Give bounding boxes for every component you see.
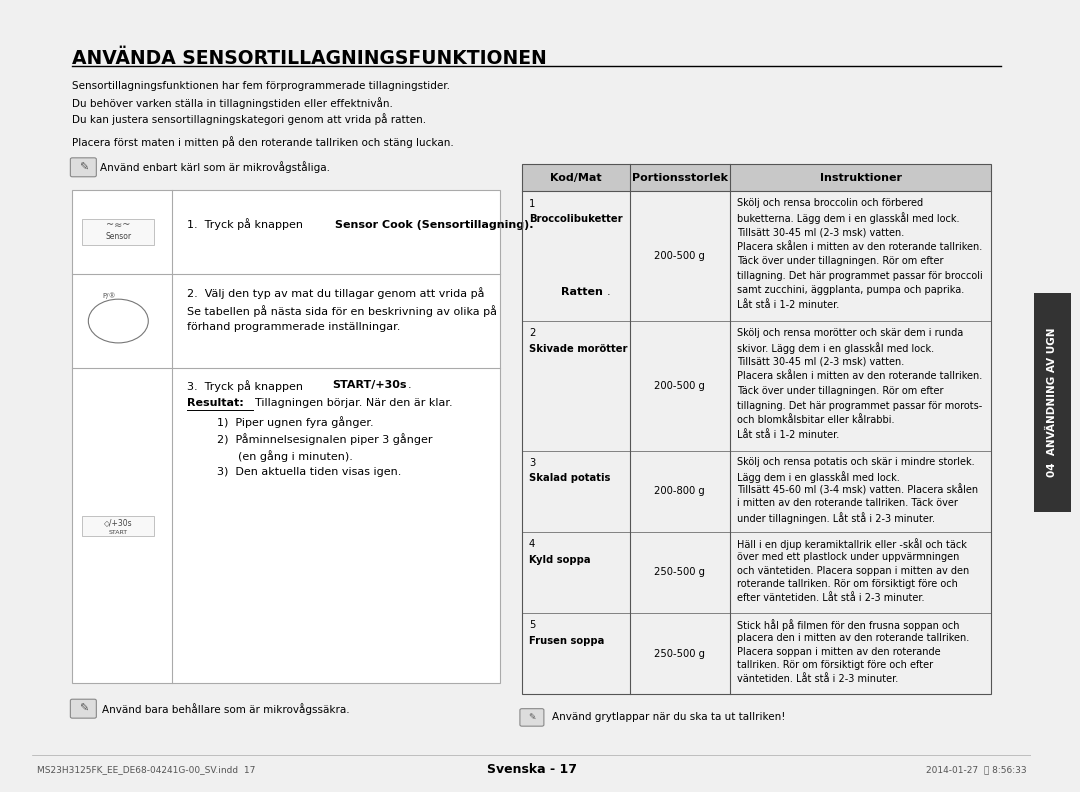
Text: Sensortillagningsfunktionen har fem förprogrammerade tillagningstider.: Sensortillagningsfunktionen har fem förp…	[72, 81, 450, 90]
Text: Använd bara behållare som är mikrovågssäkra.: Använd bara behållare som är mikrovågssä…	[103, 703, 350, 714]
Text: Du behöver varken ställa in tillagningstiden eller effektnivån.: Du behöver varken ställa in tillagningst…	[72, 97, 393, 109]
Text: ✎: ✎	[79, 162, 89, 173]
Text: Placera skålen i mitten av den roterande tallriken.: Placera skålen i mitten av den roterande…	[737, 242, 982, 252]
Text: Tillsätt 30-45 ml (2-3 msk) vatten.: Tillsätt 30-45 ml (2-3 msk) vatten.	[737, 357, 904, 367]
Text: i mitten av den roterande tallriken. Täck över: i mitten av den roterande tallriken. Täc…	[737, 498, 958, 508]
Text: 2.  Välj den typ av mat du tillagar genom att vrida på: 2. Välj den typ av mat du tillagar genom…	[187, 287, 488, 299]
Text: 04  ANVÄNDNING AV UGN: 04 ANVÄNDNING AV UGN	[1048, 328, 1057, 478]
Text: Placera först maten i mitten på den roterande tallriken och stäng luckan.: Placera först maten i mitten på den rote…	[72, 136, 454, 148]
Text: Portionsstorlek: Portionsstorlek	[632, 173, 728, 182]
Text: Se tabellen på nästa sida för en beskrivning av olika på: Se tabellen på nästa sida för en beskriv…	[187, 305, 497, 317]
Text: tillagning. Det här programmet passar för broccoli: tillagning. Det här programmet passar fö…	[737, 271, 983, 281]
Text: Broccolibuketter: Broccolibuketter	[529, 214, 622, 224]
Text: Tillagningen börjar. När den är klar.: Tillagningen börjar. När den är klar.	[255, 398, 453, 409]
Text: Skölj och rensa broccolin och förbered: Skölj och rensa broccolin och förbered	[737, 198, 922, 208]
Text: samt zucchini, äggplanta, pumpa och paprika.: samt zucchini, äggplanta, pumpa och papr…	[737, 285, 964, 295]
Text: över med ett plastlock under uppvärmningen: över med ett plastlock under uppvärmning…	[737, 552, 959, 562]
Text: under tillagningen. Låt stå i 2-3 minuter.: under tillagningen. Låt stå i 2-3 minute…	[737, 512, 934, 524]
Text: 250-500 g: 250-500 g	[654, 568, 705, 577]
Text: efter väntetiden. Låt stå i 2-3 minuter.: efter väntetiden. Låt stå i 2-3 minuter.	[737, 593, 924, 603]
Bar	[82, 516, 154, 536]
Text: ~≈~: ~≈~	[106, 219, 131, 230]
Text: 1: 1	[529, 199, 536, 208]
Text: MS23H3125FK_EE_DE68-04241G-00_SV.indd  17: MS23H3125FK_EE_DE68-04241G-00_SV.indd 17	[38, 765, 256, 775]
Text: Resultat:: Resultat:	[187, 398, 244, 409]
Text: ✎: ✎	[528, 713, 536, 722]
Text: Låt stå i 1-2 minuter.: Låt stå i 1-2 minuter.	[737, 430, 839, 440]
Text: Stick hål på filmen för den frusna soppan och: Stick hål på filmen för den frusna soppa…	[737, 619, 959, 631]
Bar	[72, 190, 500, 683]
Text: och blomkålsbitar eller kålrabbi.: och blomkålsbitar eller kålrabbi.	[737, 415, 894, 425]
Bar	[522, 164, 991, 694]
Text: 2: 2	[529, 329, 536, 338]
Bar	[82, 219, 154, 245]
Text: och väntetiden. Placera soppan i mitten av den: och väntetiden. Placera soppan i mitten …	[737, 565, 969, 576]
Text: Använd enbart kärl som är mikrovågståliga.: Använd enbart kärl som är mikrovågstålig…	[100, 162, 330, 173]
Text: .: .	[607, 287, 610, 297]
Text: Täck över under tillagningen. Rör om efter: Täck över under tillagningen. Rör om eft…	[737, 257, 943, 266]
Text: 1.  Tryck på knappen: 1. Tryck på knappen	[187, 219, 307, 230]
Text: Frusen soppa: Frusen soppa	[529, 636, 605, 645]
Text: Skivade morötter: Skivade morötter	[529, 344, 627, 354]
FancyBboxPatch shape	[519, 709, 544, 726]
Text: väntetiden. Låt stå i 2-3 minuter.: väntetiden. Låt stå i 2-3 minuter.	[737, 674, 897, 684]
Text: 2014-01-27  ֍ 8:56:33: 2014-01-27 ֍ 8:56:33	[926, 765, 1026, 775]
Text: ✎: ✎	[79, 703, 89, 714]
Text: 3)  Den aktuella tiden visas igen.: 3) Den aktuella tiden visas igen.	[217, 466, 402, 477]
Text: Sensor: Sensor	[105, 231, 132, 241]
Text: P/®: P/®	[103, 292, 116, 299]
Text: 200-500 g: 200-500 g	[654, 251, 705, 261]
Text: 3.  Tryck på knappen: 3. Tryck på knappen	[187, 380, 307, 392]
Text: 1)  Piper ugnen fyra gånger.: 1) Piper ugnen fyra gånger.	[217, 417, 374, 428]
Text: skivor. Lägg dem i en glasskål med lock.: skivor. Lägg dem i en glasskål med lock.	[737, 342, 934, 354]
FancyBboxPatch shape	[70, 699, 96, 718]
Text: ◇/+30s: ◇/+30s	[104, 519, 133, 527]
Text: Kyld soppa: Kyld soppa	[529, 554, 591, 565]
Text: roterande tallriken. Rör om försiktigt före och: roterande tallriken. Rör om försiktigt f…	[737, 579, 958, 589]
Text: tallriken. Rör om försiktigt före och efter: tallriken. Rör om försiktigt före och ef…	[737, 661, 933, 670]
Text: Sensor Cook (Sensortillagning).: Sensor Cook (Sensortillagning).	[335, 219, 534, 230]
Text: 5: 5	[529, 620, 536, 630]
Text: 200-800 g: 200-800 g	[654, 486, 705, 497]
Text: ANVÄNDA SENSORTILLAGNINGSFUNKTIONEN: ANVÄNDA SENSORTILLAGNINGSFUNKTIONEN	[72, 49, 548, 68]
Text: Du kan justera sensortillagningskategori genom att vrida på ratten.: Du kan justera sensortillagningskategori…	[72, 112, 427, 124]
Text: placera den i mitten av den roterande tallriken.: placera den i mitten av den roterande ta…	[737, 633, 969, 643]
Text: 250-500 g: 250-500 g	[654, 649, 705, 659]
Text: tillagning. Det här programmet passar för morots-: tillagning. Det här programmet passar fö…	[737, 401, 982, 410]
Bar	[522, 164, 991, 192]
Text: Täck över under tillagningen. Rör om efter: Täck över under tillagningen. Rör om eft…	[737, 386, 943, 396]
Text: Tillsätt 45-60 ml (3-4 msk) vatten. Placera skålen: Tillsätt 45-60 ml (3-4 msk) vatten. Plac…	[737, 485, 977, 496]
FancyBboxPatch shape	[70, 158, 96, 177]
Text: Kod/Mat: Kod/Mat	[550, 173, 602, 182]
Text: 200-500 g: 200-500 g	[654, 381, 705, 391]
Text: (en gång i minuten).: (en gång i minuten).	[217, 450, 353, 462]
Text: Lägg dem i en glasskål med lock.: Lägg dem i en glasskål med lock.	[737, 471, 900, 483]
Text: Låt stå i 1-2 minuter.: Låt stå i 1-2 minuter.	[737, 300, 839, 310]
Text: Skölj och rensa morötter och skär dem i runda: Skölj och rensa morötter och skär dem i …	[737, 328, 963, 337]
Text: Tillsätt 30-45 ml (2-3 msk) vatten.: Tillsätt 30-45 ml (2-3 msk) vatten.	[737, 227, 904, 237]
Bar	[1034, 293, 1071, 512]
Text: 3: 3	[529, 458, 536, 468]
Text: Placera soppan i mitten av den roterande: Placera soppan i mitten av den roterande	[737, 647, 941, 657]
Text: 2)  Påminnelsesignalen piper 3 gånger: 2) Påminnelsesignalen piper 3 gånger	[217, 433, 433, 445]
Text: Använd grytlappar när du ska ta ut tallriken!: Använd grytlappar när du ska ta ut tallr…	[552, 713, 785, 722]
Text: Ratten: Ratten	[561, 287, 603, 297]
Text: Instruktioner: Instruktioner	[820, 173, 902, 182]
Text: START: START	[109, 530, 127, 535]
Text: Placera skålen i mitten av den roterande tallriken.: Placera skålen i mitten av den roterande…	[737, 371, 982, 382]
Text: buketterna. Lägg dem i en glasskål med lock.: buketterna. Lägg dem i en glasskål med l…	[737, 212, 959, 224]
Text: START/+30s: START/+30s	[333, 380, 406, 390]
Text: förhand programmerade inställningar.: förhand programmerade inställningar.	[187, 322, 401, 332]
Text: 4: 4	[529, 539, 536, 549]
Text: .: .	[408, 380, 411, 390]
Text: Skalad potatis: Skalad potatis	[529, 474, 610, 483]
Text: Svenska - 17: Svenska - 17	[487, 763, 577, 776]
Text: Häll i en djup keramiktallrik eller -skål och täck: Häll i en djup keramiktallrik eller -skå…	[737, 539, 967, 550]
Text: Skölj och rensa potatis och skär i mindre storlek.: Skölj och rensa potatis och skär i mindr…	[737, 458, 974, 467]
